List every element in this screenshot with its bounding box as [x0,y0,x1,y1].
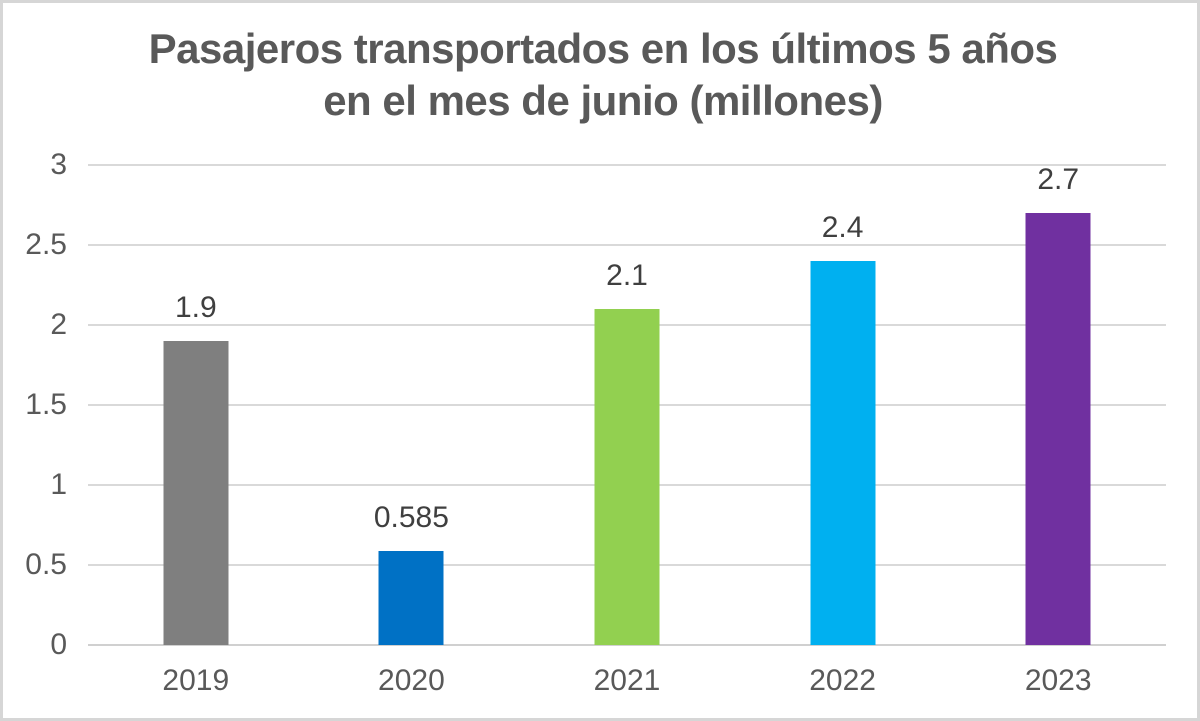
x-axis-label: 2020 [378,664,445,697]
y-tick-label: 1.5 [25,388,67,421]
y-tick-label: 0.5 [25,548,67,582]
value-label-2020: 0.585 [373,501,449,535]
gridline [88,164,1166,166]
plot-area: 1.9 0.585 2.1 2.4 2.7 [88,163,1166,646]
y-tick-label: 2.5 [25,228,67,261]
x-axis-label: 2023 [1024,664,1092,697]
value-label-2023: 2.7 [1037,163,1080,196]
gridline [88,244,1166,246]
bar-2021 [594,309,660,645]
bar-2020 [378,551,444,645]
bar-2019 [163,341,229,645]
y-tick-label: 1 [50,468,67,502]
x-axis-label: 2019 [162,664,230,697]
value-label-2022: 2.4 [821,211,864,244]
y-tick-label: 0 [50,628,67,661]
y-axis: 0 0.5 1 1.5 2 2.5 3 [3,148,67,661]
x-axis: 2019 2020 2021 2022 2023 [88,663,1166,703]
bar-2022 [810,261,876,645]
bar-2023 [1025,213,1091,645]
y-tick-label: 2 [50,308,67,342]
x-axis-line [88,644,1166,646]
x-axis-label: 2022 [809,664,876,697]
value-label-2019: 1.9 [174,291,217,324]
x-axis-label: 2021 [593,664,661,697]
y-tick-label: 3 [50,148,67,181]
value-label-2021: 2.1 [606,259,648,292]
chart-title: Pasajeros transportados en los últimos 5… [148,25,1058,124]
